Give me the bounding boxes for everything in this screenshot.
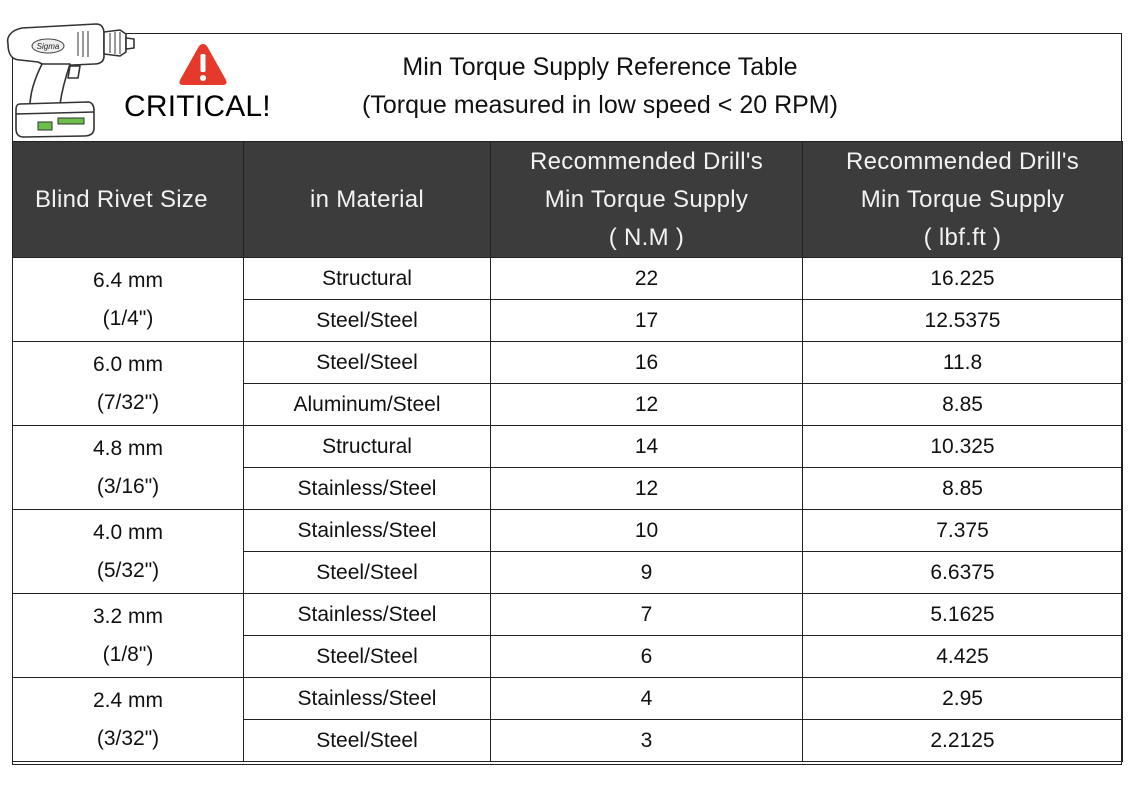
torque-nm-cell: 3	[490, 719, 803, 762]
rivet-size-mm: 2.4 mm	[92, 688, 163, 712]
torque-nm-cell: 17	[490, 299, 803, 342]
rivet-size-cell: 4.0 mm (5/32")	[12, 509, 244, 594]
header-material: in Material	[243, 141, 491, 258]
table-row: 6.4 mm (1/4") Structural 22 16.225	[12, 257, 1123, 342]
torque-lbf-cell: 2.2125	[802, 719, 1123, 762]
torque-nm-cell: 6	[490, 635, 803, 678]
material-cell: Stainless/Steel	[243, 467, 491, 510]
header-lbf-line1: Recommended Drill's	[845, 147, 1080, 175]
header-nm-line2: Min Torque Supply	[544, 185, 749, 213]
torque-nm-cell: 16	[490, 341, 803, 384]
material-cell: Steel/Steel	[243, 719, 491, 762]
rivet-size-mm: 4.8 mm	[92, 436, 163, 460]
torque-lbf-cell: 4.425	[802, 635, 1123, 678]
material-cell: Structural	[243, 425, 491, 468]
rivet-size-cell: 4.8 mm (3/16")	[12, 425, 244, 510]
rivet-size-cell: 3.2 mm (1/8")	[12, 593, 244, 678]
torque-lbf-cell: 8.85	[802, 383, 1123, 426]
header-nm-line1: Recommended Drill's	[529, 147, 764, 175]
rivet-size-mm: 3.2 mm	[92, 604, 163, 628]
page-title: Min Torque Supply Reference Table (Torqu…	[300, 48, 900, 124]
table-header-row: Blind Rivet Size in Material Recommended…	[12, 141, 1123, 258]
torque-lbf-cell: 11.8	[802, 341, 1123, 384]
header-nm-unit: ( N.M )	[608, 223, 685, 251]
material-cell: Steel/Steel	[243, 551, 491, 594]
torque-nm-cell: 12	[490, 467, 803, 510]
header-lbf-unit: ( lbf.ft )	[923, 223, 1002, 251]
torque-lbf-cell: 12.5375	[802, 299, 1123, 342]
torque-nm-cell: 12	[490, 383, 803, 426]
material-cell: Steel/Steel	[243, 341, 491, 384]
torque-nm-cell: 7	[490, 593, 803, 636]
material-cell: Aluminum/Steel	[243, 383, 491, 426]
rivet-size-mm: 4.0 mm	[92, 520, 163, 544]
table-row: 2.4 mm (3/32") Stainless/Steel 4 2.95	[12, 677, 1123, 762]
header-rivet-size: Blind Rivet Size	[12, 141, 244, 258]
material-cell: Steel/Steel	[243, 635, 491, 678]
torque-lbf-cell: 7.375	[802, 509, 1123, 552]
rivet-size-in: (1/4")	[102, 306, 154, 330]
torque-nm-cell: 14	[490, 425, 803, 468]
torque-table: Blind Rivet Size in Material Recommended…	[12, 141, 1123, 762]
rivet-size-in: (5/32")	[96, 558, 160, 582]
torque-lbf-cell: 2.95	[802, 677, 1123, 720]
torque-lbf-cell: 5.1625	[802, 593, 1123, 636]
header-lbf-line2: Min Torque Supply	[860, 185, 1065, 213]
rivet-size-cell: 6.0 mm (7/32")	[12, 341, 244, 426]
warning-triangle-icon	[179, 44, 227, 85]
table-row: Steel/Steel 3 2.2125	[13, 719, 1123, 762]
torque-lbf-cell: 10.325	[802, 425, 1123, 468]
title-line-2: (Torque measured in low speed < 20 RPM)	[362, 91, 838, 119]
material-cell: Steel/Steel	[243, 299, 491, 342]
table-row: Steel/Steel 9 6.6375	[13, 551, 1123, 594]
table-row: Steel/Steel 6 4.425	[13, 635, 1123, 678]
rivet-size-in: (3/16")	[96, 474, 160, 498]
header-torque-lbf: Recommended Drill's Min Torque Supply ( …	[802, 141, 1123, 258]
material-cell: Structural	[243, 257, 491, 300]
critical-label: CRITICAL!	[124, 90, 271, 123]
table-row: 4.8 mm (3/16") Structural 14 10.325	[12, 425, 1123, 510]
torque-nm-cell: 4	[490, 677, 803, 720]
rivet-size-cell: 6.4 mm (1/4")	[12, 257, 244, 342]
table-row: 6.0 mm (7/32") Steel/Steel 16 11.8	[12, 341, 1123, 426]
drill-image-icon: Sigma	[6, 23, 135, 138]
torque-nm-cell: 9	[490, 551, 803, 594]
material-cell: Stainless/Steel	[243, 509, 491, 552]
rivet-size-mm: 6.0 mm	[92, 352, 163, 376]
title-line-1: Min Torque Supply Reference Table	[402, 53, 798, 81]
rivet-size-in: (3/32")	[96, 726, 160, 750]
material-cell: Stainless/Steel	[243, 593, 491, 636]
torque-lbf-cell: 6.6375	[802, 551, 1123, 594]
torque-lbf-cell: 16.225	[802, 257, 1123, 300]
material-cell: Stainless/Steel	[243, 677, 491, 720]
rivet-size-in: (7/32")	[96, 390, 160, 414]
rivet-size-cell: 2.4 mm (3/32")	[12, 677, 244, 762]
table-row: Aluminum/Steel 12 8.85	[13, 383, 1123, 426]
torque-nm-cell: 10	[490, 509, 803, 552]
torque-lbf-cell: 8.85	[802, 467, 1123, 510]
drill-brand-label: Sigma	[37, 42, 60, 51]
rivet-size-mm: 6.4 mm	[92, 268, 163, 292]
table-row: 4.0 mm (5/32") Stainless/Steel 10 7.375	[12, 509, 1123, 594]
torque-nm-cell: 22	[490, 257, 803, 300]
table-row: Stainless/Steel 12 8.85	[13, 467, 1123, 510]
rivet-size-in: (1/8")	[102, 642, 154, 666]
header-torque-nm: Recommended Drill's Min Torque Supply ( …	[490, 141, 803, 258]
table-row: 3.2 mm (1/8") Stainless/Steel 7 5.1625	[12, 593, 1123, 678]
